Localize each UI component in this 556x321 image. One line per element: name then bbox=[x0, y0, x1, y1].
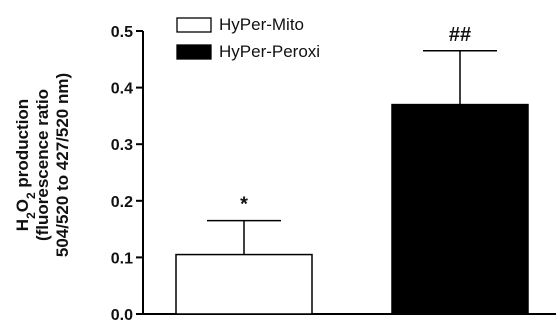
legend-swatch-0 bbox=[176, 17, 212, 33]
legend-swatch-1 bbox=[176, 44, 212, 60]
bars-group: * ## bbox=[175, 24, 529, 315]
y-axis-title-line-3: 504/520 to 427/520 nm) bbox=[53, 73, 72, 257]
y-tick-label-2: 0.2 bbox=[111, 194, 133, 211]
y-tick-label-5: 0.5 bbox=[111, 24, 133, 41]
significance-mark-1: ## bbox=[449, 24, 471, 46]
y-axis-title: H2O2 production (fluorescence ratio 504/… bbox=[13, 73, 72, 257]
bar-1 bbox=[391, 103, 529, 315]
y-tick-label-3: 0.3 bbox=[111, 137, 133, 154]
y-axis-title-line-2: (fluorescence ratio bbox=[33, 89, 52, 241]
legend-label-1: HyPer-Peroxi bbox=[219, 42, 320, 61]
legend: HyPer-Mito HyPer-Peroxi bbox=[176, 15, 320, 61]
significance-mark-0: * bbox=[240, 194, 248, 216]
y-tick-label-1: 0.1 bbox=[111, 250, 133, 267]
y-tick-label-4: 0.4 bbox=[111, 81, 133, 98]
y-tick-label-0: 0.0 bbox=[111, 307, 133, 321]
y-axis-ticks: 0.0 0.1 0.2 0.3 0.4 0.5 bbox=[111, 24, 143, 321]
bar-0 bbox=[175, 253, 313, 315]
legend-label-0: HyPer-Mito bbox=[219, 15, 304, 34]
